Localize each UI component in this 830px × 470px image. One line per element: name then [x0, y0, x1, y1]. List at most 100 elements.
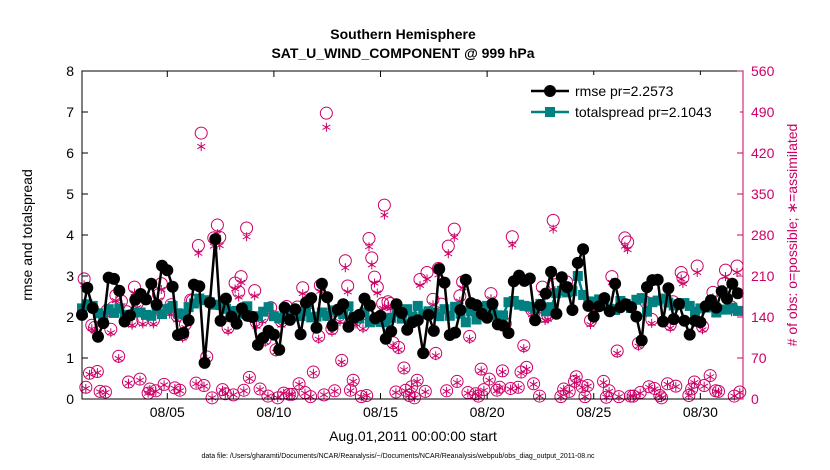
- obs-possible-point: [189, 376, 203, 390]
- rmse-point: [321, 291, 334, 304]
- y2-tick-label: 490: [751, 104, 775, 120]
- spread-point: [322, 310, 333, 321]
- y2-tick-label: 0: [751, 391, 759, 407]
- spread-point: [439, 304, 450, 315]
- spread-point: [434, 311, 445, 322]
- spread-point: [300, 306, 311, 317]
- obs-possible-point: [149, 384, 163, 398]
- obs-assimilated-point: [391, 388, 401, 398]
- obs-assimilated-point: [465, 334, 474, 344]
- spread-point: [109, 307, 119, 318]
- obs-possible-point: [306, 365, 320, 379]
- obs-possible-point: [194, 126, 208, 140]
- rmse-point: [86, 302, 99, 314]
- rmse-point: [721, 292, 733, 305]
- legend-spread-label: totalspread pr=2.1043: [575, 104, 712, 120]
- y2-tick-label: 560: [751, 63, 775, 79]
- rmse-point: [678, 314, 691, 327]
- spread-point: [444, 310, 455, 321]
- obs-assimilated-point: [735, 388, 744, 398]
- rmse-point: [534, 299, 547, 312]
- obs-assimilated-point: [207, 393, 217, 403]
- rmse-point: [390, 298, 403, 311]
- rmse-point: [353, 308, 366, 321]
- spread-point: [258, 306, 269, 317]
- rmse-point: [267, 328, 280, 341]
- x-tick-label: 08/20: [470, 404, 505, 420]
- rmse-point: [203, 296, 216, 309]
- obs-assimilated-point: [343, 287, 352, 297]
- spread-point: [295, 311, 306, 322]
- obs-possible-point: [533, 389, 547, 403]
- spread-point: [167, 300, 178, 311]
- y2-tick-label: 420: [751, 145, 775, 161]
- obs-assimilated-point: [666, 323, 675, 333]
- spread-point: [684, 300, 695, 311]
- obs-assimilated-point: [721, 272, 730, 282]
- rmse-point: [694, 316, 707, 329]
- obs-possible-point: [282, 387, 296, 401]
- rmse-point: [662, 282, 675, 295]
- obs-assimilated-point: [85, 369, 94, 379]
- obs-possible-point: [218, 387, 232, 401]
- rmse-point: [140, 293, 152, 306]
- data-file-footnote: data file: /Users/gharamti/Documents/NCA…: [201, 453, 595, 460]
- spread-point: [471, 314, 482, 325]
- obs-assimilated-point: [124, 378, 133, 388]
- obs-possible-point: [93, 384, 107, 398]
- rmse-point: [726, 277, 739, 290]
- obs-assimilated-point: [477, 366, 486, 376]
- spread-point: [514, 299, 525, 310]
- obs-assimilated-point: [450, 232, 459, 242]
- obs-possible-point: [623, 389, 637, 403]
- obs-possible-point: [511, 380, 525, 394]
- obs-assimilated-point: [508, 240, 517, 250]
- rmse-point: [209, 233, 222, 246]
- legend-rmse-marker: [544, 85, 556, 97]
- spread-point: [503, 297, 514, 308]
- spread-point: [567, 286, 578, 297]
- obs-assimilated-point: [572, 373, 581, 383]
- rmse-point: [502, 327, 515, 339]
- spread-point: [492, 310, 503, 321]
- obs-assimilated-point: [706, 372, 715, 382]
- obs-assimilated-point: [506, 384, 515, 394]
- legend: rmse pr=2.2573 totalspread pr=2.1043: [522, 75, 740, 125]
- rmse-point: [113, 284, 126, 297]
- rmse-point: [310, 321, 323, 334]
- obs-assimilated-point: [498, 367, 507, 377]
- rmse-point: [427, 324, 440, 337]
- spread-point: [498, 310, 509, 321]
- rmse-point: [198, 356, 211, 369]
- obs-assimilated-point: [636, 388, 645, 398]
- spread-point: [690, 306, 700, 317]
- y-tick-label: 8: [66, 63, 74, 79]
- chart-title: Southern Hemisphere: [330, 26, 476, 42]
- obs-assimilated-point: [583, 381, 592, 391]
- rmse-point: [545, 265, 558, 278]
- spread-point: [380, 317, 391, 328]
- spread-point: [173, 308, 183, 319]
- rmse-point: [449, 326, 462, 339]
- legend-spread-marker: [545, 107, 555, 117]
- spread-point: [663, 297, 674, 308]
- obs-possible-point: [377, 198, 391, 212]
- obs-possible-point: [79, 380, 93, 394]
- rmse-point: [635, 334, 648, 347]
- spread-point: [130, 307, 141, 318]
- rmse-point: [230, 317, 243, 330]
- y-tick-label: 7: [66, 104, 74, 120]
- obs-assimilated-point: [159, 380, 169, 390]
- obs-assimilated-point: [135, 375, 145, 385]
- obs-possible-point: [653, 388, 667, 402]
- spread-point: [546, 302, 557, 313]
- y-tick-label: 2: [66, 309, 74, 325]
- obs-assimilated-point: [614, 392, 624, 402]
- obs-possible-point: [685, 382, 699, 396]
- obs-assimilated-point: [565, 387, 574, 397]
- rmse-point: [598, 292, 611, 305]
- spread-point: [540, 306, 551, 317]
- obs-possible-point: [569, 370, 583, 384]
- spread-point: [631, 294, 642, 305]
- obs-possible-point: [168, 381, 182, 395]
